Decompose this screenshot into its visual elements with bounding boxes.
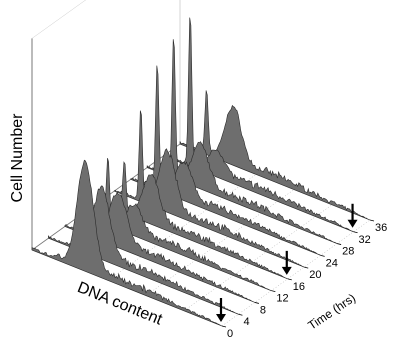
back-top-line: [31, 0, 87, 39]
time-tick-label: 20: [309, 269, 321, 281]
floor-line-dna: [221, 219, 371, 327]
x-axis-label: DNA content: [75, 279, 165, 329]
time-tick-mark: [221, 325, 227, 328]
time-tick-mark: [353, 231, 358, 234]
floor-line-dna: [183, 204, 333, 312]
time-tick-label: 16: [293, 281, 305, 293]
y-axis-label: Cell Number: [9, 113, 26, 203]
time-tick-label: 28: [342, 246, 354, 258]
time-tick-mark: [369, 219, 375, 222]
arrow-head: [281, 266, 292, 275]
time-tick-label: 32: [359, 234, 371, 246]
time-tick-mark: [287, 278, 292, 281]
time-axis-label: Time (hrs): [305, 291, 358, 333]
time-tick-label: 12: [276, 293, 288, 305]
floor-line-dna: [107, 174, 257, 281]
series-traces: [31, 17, 371, 327]
histogram-series-t0: [31, 159, 223, 327]
time-arrows: [216, 203, 358, 322]
time-tick-label: 4: [243, 316, 249, 328]
arrow-head: [347, 219, 358, 228]
arrow-head: [216, 314, 226, 322]
time-tick-mark: [238, 313, 243, 316]
histogram-series-t36: [179, 90, 371, 221]
time-tick-mark: [337, 243, 342, 245]
time-tick-label: 0: [227, 328, 233, 340]
floor-line-dna: [145, 189, 295, 296]
time-ticks: 048 12 16 20 24 28 32 36: [221, 219, 387, 340]
time-tick-mark: [271, 290, 276, 293]
time-tick-mark: [320, 254, 325, 257]
time-tick-mark: [304, 266, 309, 269]
time-tick-label: 8: [260, 304, 266, 316]
time-tick-mark: [254, 302, 259, 304]
time-tick-label: 36: [375, 222, 387, 234]
time-tick-label: 24: [326, 257, 338, 269]
